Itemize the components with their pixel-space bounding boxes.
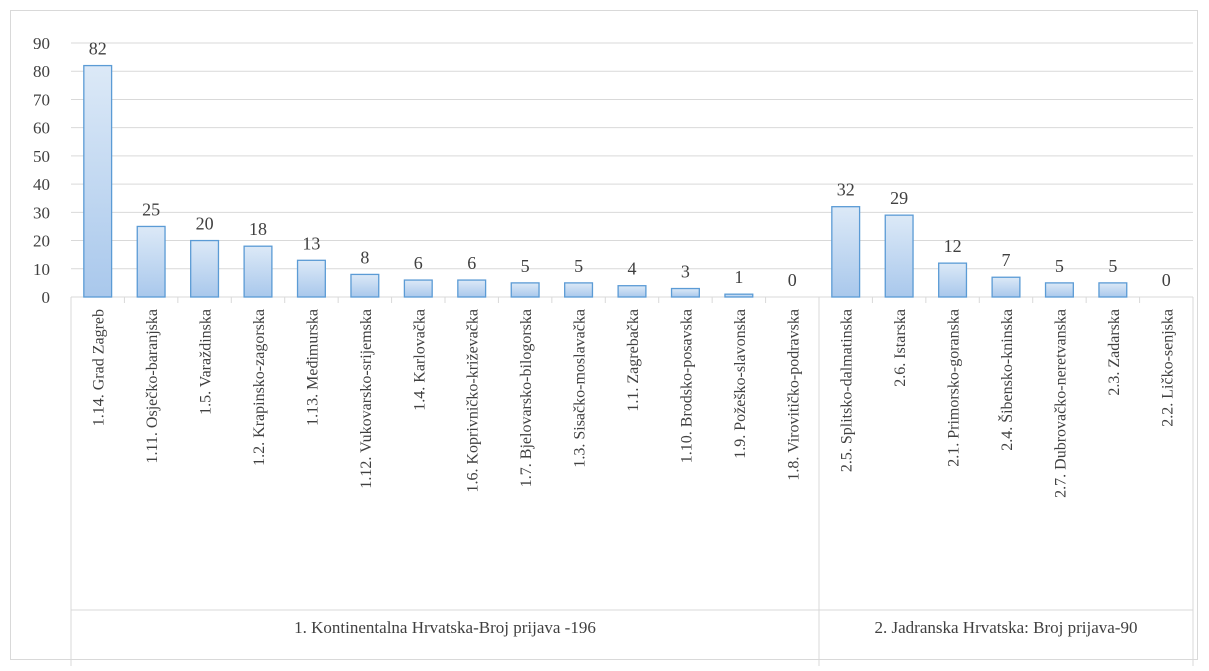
bar <box>1044 282 1074 298</box>
category-label: 1.12. Vukovarsko-srijemska <box>358 309 375 489</box>
data-label: 25 <box>142 199 160 219</box>
category-label: 2.5. Splitsko-dalmatinska <box>839 309 856 472</box>
bar <box>670 287 700 298</box>
bar <box>724 293 754 298</box>
data-label: 5 <box>1055 256 1064 276</box>
bar <box>457 279 487 298</box>
data-label: 7 <box>1002 250 1011 270</box>
chart-frame <box>10 10 1198 660</box>
category-label: 1.6. Koprivničko-križevačka <box>465 309 482 492</box>
bar <box>136 225 166 298</box>
bar <box>991 276 1021 298</box>
category-label: 2.1. Primorsko-goranska <box>946 309 963 467</box>
data-label: 5 <box>574 256 583 276</box>
category-label: 1.14. Grad Zagreb <box>91 309 108 426</box>
category-label: 2.6. Istarska <box>892 309 909 387</box>
bar <box>831 206 861 298</box>
data-label: 0 <box>788 270 797 290</box>
category-label: 1.7. Bjelovarsko-bilogorska <box>518 309 535 487</box>
y-tick-label: 60 <box>33 119 50 138</box>
data-label: 18 <box>249 219 267 239</box>
category-label: 1.9. Požeško-slavonska <box>732 309 749 459</box>
category-label: 1.3. Sisačko-moslavačka <box>572 309 589 468</box>
bar <box>243 245 273 298</box>
data-label: 5 <box>521 256 530 276</box>
y-tick-label: 90 <box>33 34 50 53</box>
data-label: 6 <box>467 253 476 273</box>
data-label: 29 <box>890 188 908 208</box>
data-label: 6 <box>414 253 423 273</box>
bar <box>350 273 380 298</box>
data-label: 13 <box>302 233 320 253</box>
bar <box>83 64 113 298</box>
bar <box>884 214 914 298</box>
category-label: 1.4. Karlovačka <box>411 309 428 411</box>
data-label: 3 <box>681 262 690 282</box>
y-tick-label: 40 <box>33 175 50 194</box>
bar <box>190 239 220 298</box>
y-tick-label: 80 <box>33 62 50 81</box>
data-label: 82 <box>89 39 107 59</box>
data-label: 1 <box>734 267 743 287</box>
bar <box>938 262 968 298</box>
y-tick-label: 0 <box>42 288 51 307</box>
category-label: 2.3. Zadarska <box>1106 309 1123 396</box>
category-label: 2.7. Dubrovačko-neretvanska <box>1052 309 1069 498</box>
category-label: 1.13. Međimurska <box>304 309 321 426</box>
category-label: 1.2. Krapinsko-zagorska <box>251 309 268 466</box>
category-label: 1.11. Osječko-baranjska <box>144 309 161 463</box>
y-tick-label: 10 <box>33 260 50 279</box>
data-label: 4 <box>628 259 637 279</box>
y-tick-label: 50 <box>33 147 50 166</box>
y-tick-label: 20 <box>33 232 50 251</box>
data-label: 32 <box>837 180 855 200</box>
data-label: 8 <box>360 247 369 267</box>
category-label: 1.5. Varaždinska <box>198 309 215 415</box>
category-label: 1.1. Zagrebačka <box>625 309 642 412</box>
data-label: 12 <box>944 236 962 256</box>
category-label: 2.2. Ličko-senjska <box>1159 309 1176 427</box>
y-tick-label: 30 <box>33 203 50 222</box>
bar <box>403 279 433 298</box>
bar <box>510 282 540 298</box>
bars <box>83 64 1128 298</box>
category-label: 1.10. Brodsko-posavska <box>678 309 695 463</box>
bar <box>564 282 594 298</box>
bar <box>1098 282 1128 298</box>
gridlines <box>71 42 1193 270</box>
bar <box>617 285 647 298</box>
bar <box>296 259 326 298</box>
category-label: 1.8. Virovitičko-podravska <box>785 309 802 481</box>
data-label: 5 <box>1108 256 1117 276</box>
data-label: 20 <box>196 214 214 234</box>
category-label: 2.4. Šibensko-kninska <box>997 309 1016 451</box>
data-label: 0 <box>1162 270 1171 290</box>
group-label: 1. Kontinentalna Hrvatska-Broj prijava -… <box>294 618 596 637</box>
group-label: 2. Jadranska Hrvatska: Broj prijava-90 <box>875 618 1138 637</box>
y-tick-label: 70 <box>33 90 50 109</box>
